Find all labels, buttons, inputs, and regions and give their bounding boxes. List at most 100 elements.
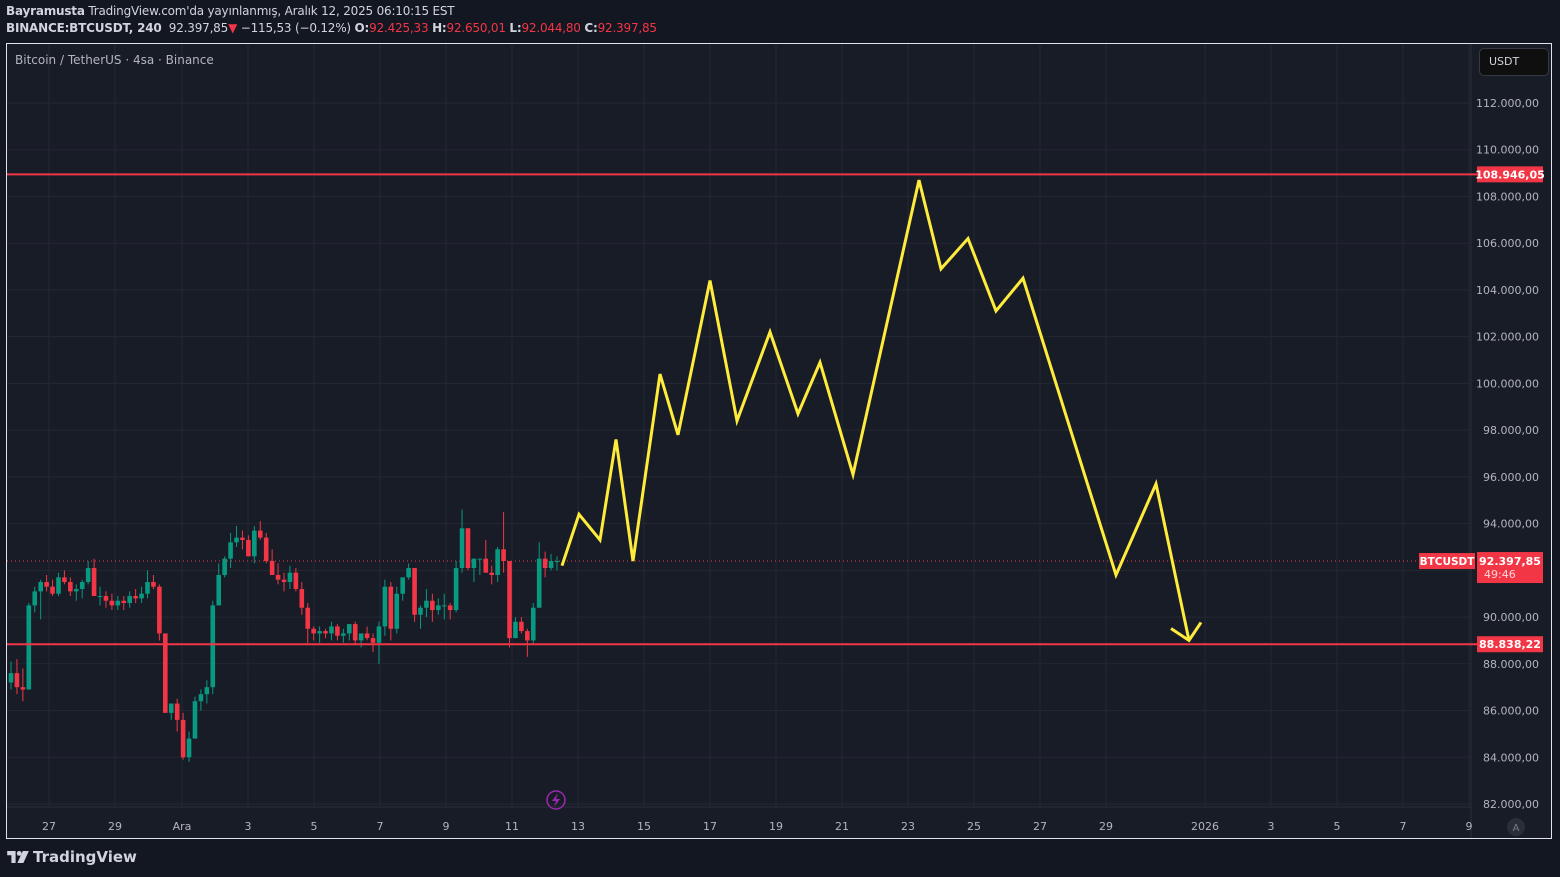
candle xyxy=(424,600,429,608)
time-tick-label: 15 xyxy=(637,820,651,833)
time-tick-label: 7 xyxy=(1400,820,1407,833)
candle xyxy=(382,586,388,627)
candle xyxy=(548,560,554,569)
candle xyxy=(68,582,73,592)
last-price: 92.397,85 xyxy=(168,21,229,35)
candle xyxy=(228,542,233,559)
time-tick-label: 9 xyxy=(1466,820,1473,833)
candle xyxy=(483,558,489,573)
candle xyxy=(329,626,334,634)
auto-scale-button[interactable]: A xyxy=(1507,818,1525,836)
published-text: TradingView.com'da yayınlanmış, Aralık 1… xyxy=(88,4,455,18)
candle xyxy=(495,549,500,576)
candle xyxy=(507,560,512,639)
candle xyxy=(501,549,506,561)
change-down-icon: ▼ xyxy=(228,21,238,35)
candle xyxy=(127,596,132,604)
candle xyxy=(530,607,536,641)
candle xyxy=(519,621,524,632)
tradingview-wordmark: TradingView xyxy=(33,848,137,866)
candle xyxy=(281,579,287,583)
author-name[interactable]: Bayramusta xyxy=(6,4,85,18)
price-axis[interactable]: 112.000,00 110.000,00 108.000,00 106.000,00… xyxy=(1476,97,1539,811)
candle xyxy=(447,605,453,611)
candle xyxy=(346,624,352,634)
level-price-tag xyxy=(1477,166,1543,183)
time-tick-label: 25 xyxy=(967,820,981,833)
chart-canvas[interactable]: 112.000,00 110.000,00 108.000,00 106.000,00… xyxy=(7,44,1552,839)
candle xyxy=(240,537,245,540)
candle xyxy=(115,600,121,606)
time-tick-label: 5 xyxy=(1334,820,1341,833)
time-tick-label: 2026 xyxy=(1191,820,1219,833)
time-tick-label: 17 xyxy=(703,820,717,833)
candle xyxy=(257,530,263,538)
open-label: O: xyxy=(354,21,370,35)
price-tick-label: 106.000,00 xyxy=(1476,237,1539,250)
lightning-event-icon[interactable] xyxy=(546,790,566,810)
price-tick-label: 102.000,00 xyxy=(1476,331,1539,344)
candle xyxy=(204,687,210,695)
price-tick-label: 88.000,00 xyxy=(1483,658,1539,671)
candle xyxy=(269,560,275,576)
candle xyxy=(471,558,477,569)
time-tick-label: 9 xyxy=(443,820,450,833)
candle xyxy=(376,626,382,643)
time-tick-label: 11 xyxy=(505,820,519,833)
candle xyxy=(305,607,311,629)
svg-text:108.946,05: 108.946,05 xyxy=(1475,168,1545,181)
candle xyxy=(85,568,91,583)
candle xyxy=(174,703,180,720)
candle xyxy=(121,600,127,604)
candle xyxy=(157,586,162,634)
candle xyxy=(151,582,156,587)
low-label: L: xyxy=(509,21,522,35)
svg-text:BTCUSDT: BTCUSDT xyxy=(1420,556,1476,568)
candle xyxy=(370,638,376,643)
candle xyxy=(91,568,97,597)
high-label: H: xyxy=(432,21,447,35)
candle xyxy=(180,719,186,758)
current-price-tag xyxy=(1477,552,1543,584)
symbol-info-bar: BINANCE:BTCUSDT, 240 92.397,85▼ −115,53 … xyxy=(6,21,657,35)
tradingview-brand[interactable]: TradingView xyxy=(7,848,137,866)
candle xyxy=(364,633,370,639)
price-tick-label: 90.000,00 xyxy=(1483,611,1539,624)
candle xyxy=(287,572,293,583)
candle xyxy=(436,605,441,611)
candle xyxy=(400,577,405,594)
candle xyxy=(554,560,560,562)
arrow-head-icon xyxy=(1170,621,1203,643)
candle xyxy=(252,530,257,557)
time-tick-label: 27 xyxy=(42,820,56,833)
candlesticks xyxy=(8,509,560,762)
time-axis[interactable]: 27 29 Ara 3 5 7 9 11 13 15 17 19 21 23 25 27 29 2026 3 5 7 9 xyxy=(42,820,1473,833)
grid xyxy=(7,44,1471,807)
chart-legend-title: Bitcoin / TetherUS · 4sa · Binance xyxy=(15,53,214,67)
candle xyxy=(186,738,192,758)
time-tick-label: 27 xyxy=(1033,820,1047,833)
candle xyxy=(192,701,198,739)
candle xyxy=(97,596,103,598)
time-tick-label: 23 xyxy=(901,820,915,833)
close-value: 92.397,85 xyxy=(597,21,657,35)
svg-text:A: A xyxy=(1513,823,1520,834)
price-tick-label: 82.000,00 xyxy=(1483,798,1539,811)
currency-button[interactable]: USDT xyxy=(1479,48,1549,76)
time-tick-label: 3 xyxy=(245,820,252,833)
candle xyxy=(73,589,79,592)
candle xyxy=(465,528,471,569)
candle xyxy=(453,568,459,611)
candle xyxy=(32,591,38,606)
candle xyxy=(441,605,447,607)
candle xyxy=(388,586,394,629)
forecast-path[interactable] xyxy=(560,179,1191,641)
candle xyxy=(103,596,109,601)
chart-frame[interactable]: 112.000,00 110.000,00 108.000,00 106.000,00… xyxy=(6,43,1552,839)
candle xyxy=(358,633,364,641)
time-tick-label: 13 xyxy=(571,820,585,833)
candle xyxy=(317,631,322,634)
candle xyxy=(263,537,269,561)
candle xyxy=(477,558,483,560)
candle xyxy=(323,631,328,634)
